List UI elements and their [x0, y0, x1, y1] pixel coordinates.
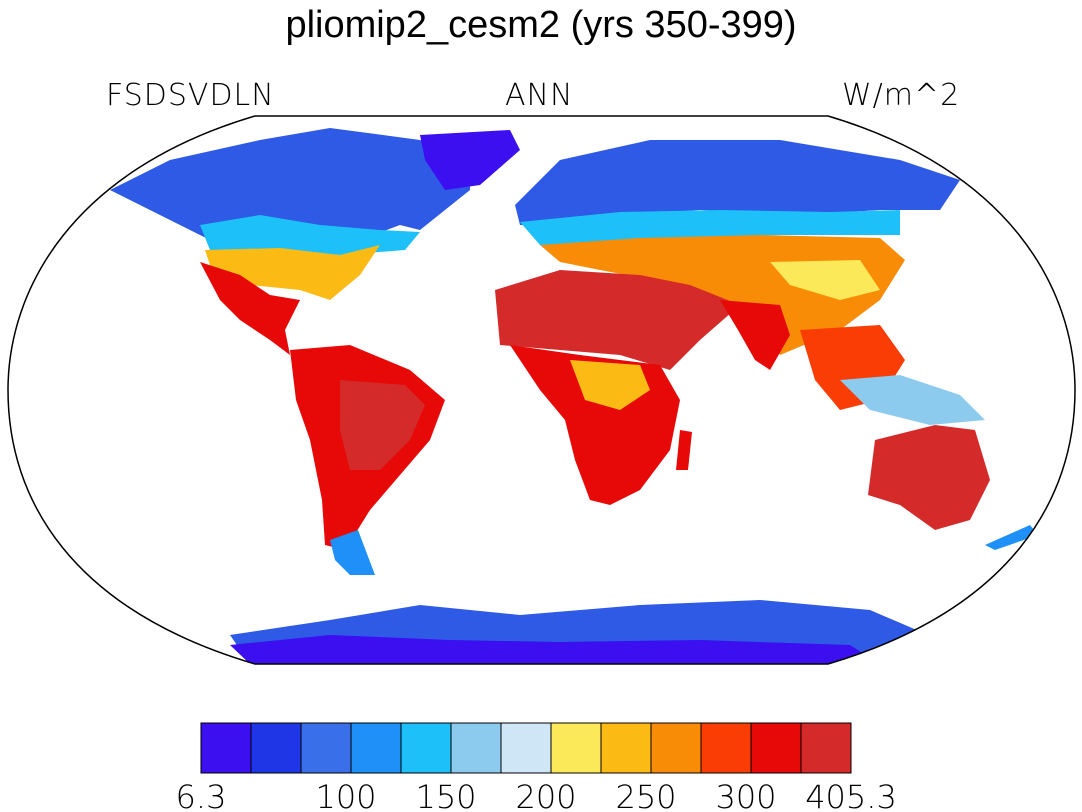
colorbar-swatch: [700, 722, 752, 774]
south-america-hot: [340, 380, 425, 470]
colorbar-swatch: [650, 722, 702, 774]
colorbar-swatch: [350, 722, 402, 774]
colorbar-swatch: [450, 722, 502, 774]
africa-equator: [570, 360, 650, 410]
units-label: W/m^2: [842, 78, 961, 113]
colorbar-swatch: [550, 722, 602, 774]
maritime-continent: [840, 375, 985, 425]
colorbar-swatch: [400, 722, 452, 774]
colorbar-swatch: [600, 722, 652, 774]
north-america-mid: [200, 215, 420, 255]
season-label: ANN: [505, 78, 574, 113]
colorbar-swatch: [500, 722, 552, 774]
colorbar-tick-label: 200: [515, 778, 576, 812]
colorbar-swatch: [750, 722, 802, 774]
north-america-cold: [110, 128, 470, 240]
colorbar-swatch: [250, 722, 302, 774]
patagonia: [330, 530, 375, 575]
colorbar-tick-label: 300: [715, 778, 776, 812]
north-america-warm: [200, 262, 300, 355]
greenland: [420, 130, 520, 190]
eurasia-cold: [515, 140, 960, 225]
antarctica-edge: [230, 635, 880, 664]
colorbar: [200, 722, 852, 774]
colorbar-swatch: [200, 722, 252, 774]
north-america-yellow: [205, 245, 380, 300]
tibet-yellow: [770, 260, 880, 300]
eurasia-mid: [520, 210, 900, 245]
colorbar-tick-label: 405.3: [805, 778, 897, 812]
map-border: [7, 115, 1076, 665]
madagascar: [676, 430, 692, 470]
colorbar-tick-label: 250: [615, 778, 676, 812]
colorbar-tick-label: 150: [415, 778, 476, 812]
africa-north: [495, 270, 740, 370]
nz: [985, 525, 1038, 550]
map-title: pliomip2_cesm2 (yrs 350-399): [285, 4, 797, 46]
colorbar-swatch: [300, 722, 352, 774]
colorbar-swatch: [800, 722, 852, 774]
colorbar-ticks: 6.3 100 150 200 250 300 405.3: [176, 778, 897, 812]
colorbar-tick-label: 100: [315, 778, 376, 812]
india: [720, 300, 790, 370]
australia: [868, 425, 990, 530]
colorbar-tick-label: 6.3: [176, 778, 227, 812]
map-field: [110, 128, 1038, 664]
variable-label: FSDSVDLN: [106, 78, 275, 113]
